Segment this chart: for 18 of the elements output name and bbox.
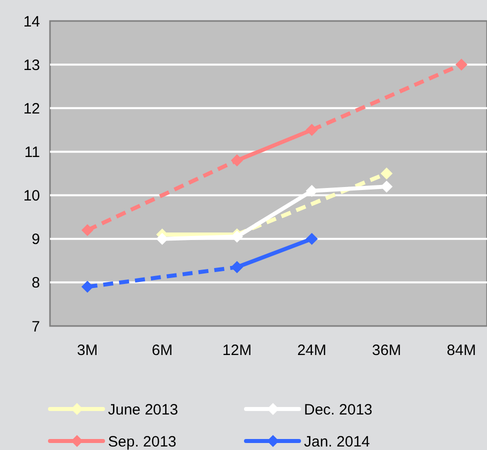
x-tick-label: 12M [222, 342, 252, 359]
y-tick-label: 13 [23, 56, 40, 74]
x-tick-label: 36M [372, 342, 402, 359]
x-tick-label: 84M [446, 342, 476, 359]
legend-label: Jan. 2014 [304, 433, 370, 450]
x-tick-label: 24M [297, 342, 326, 359]
legend-label: Sep. 2013 [108, 433, 176, 450]
y-tick-label: 8 [32, 274, 40, 292]
y-tick-label: 12 [23, 100, 40, 118]
x-tick-label: 6M [152, 342, 173, 359]
y-tick-label: 7 [32, 318, 40, 336]
y-tick-label: 11 [24, 144, 40, 161]
y-tick-label: 10 [23, 188, 40, 205]
y-tick-label: 14 [23, 13, 40, 30]
y-tick-label: 9 [32, 231, 40, 248]
legend-label: June 2013 [108, 401, 178, 418]
legend-label: Dec. 2013 [304, 401, 372, 418]
x-tick-label: 3M [76, 342, 98, 359]
